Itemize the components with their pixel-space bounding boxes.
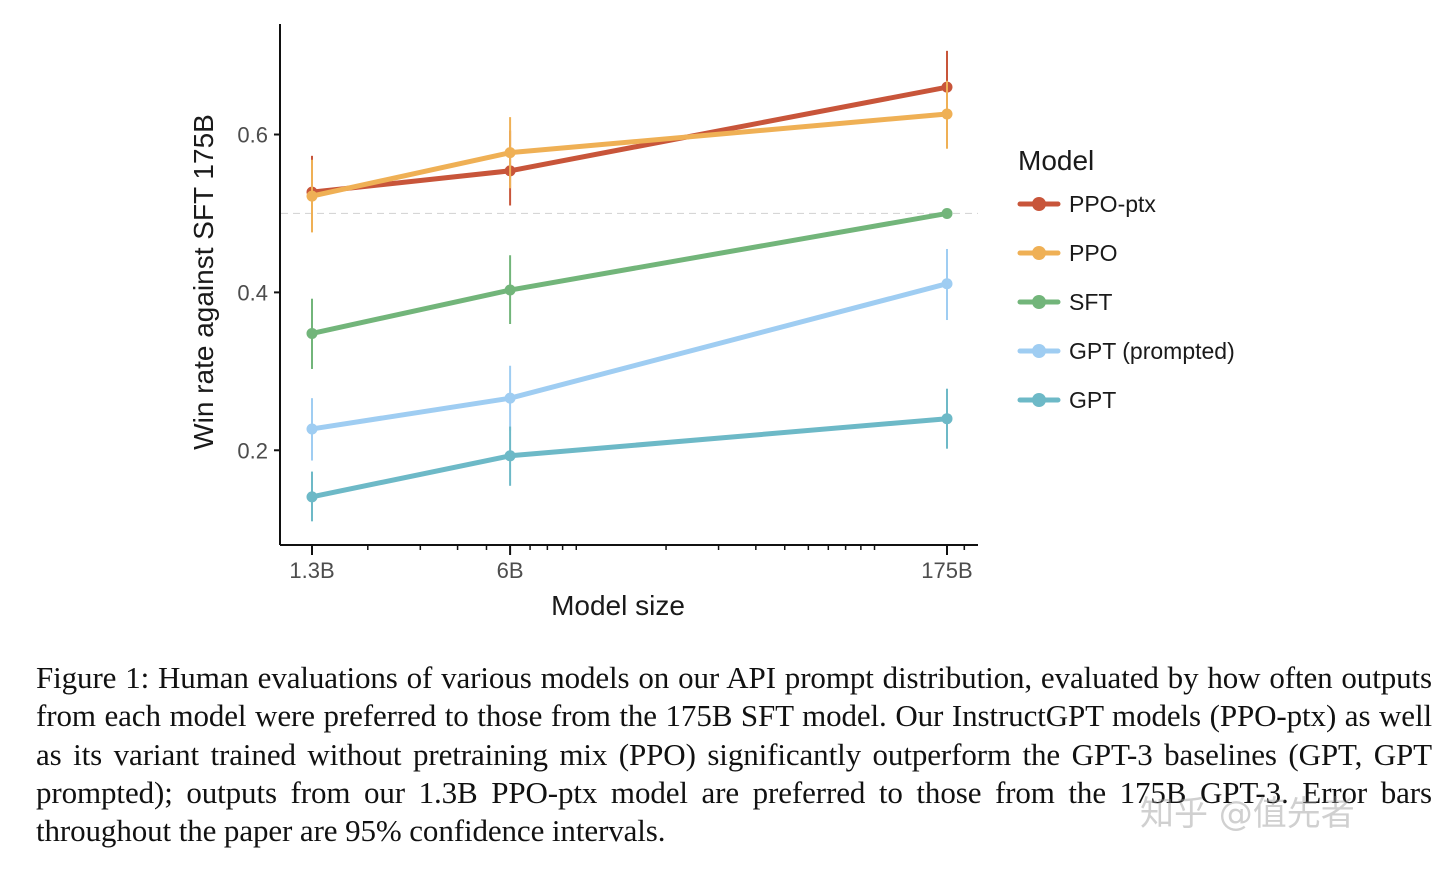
legend-swatch-point: [1032, 344, 1046, 358]
x-axis-title: Model size: [551, 590, 685, 621]
data-point: [941, 413, 953, 425]
legend-label: PPO: [1069, 240, 1118, 266]
legend-swatch-point: [1032, 197, 1046, 211]
series-line: [309, 281, 950, 432]
y-axis-title: Win rate against SFT 175B: [188, 114, 219, 450]
y-ticks: 0.2 0.4 0.6: [237, 123, 280, 463]
legend-item: GPT (prompted): [1017, 338, 1235, 364]
y-tick-label: 0.2: [237, 438, 268, 463]
y-tick-label: 0.4: [237, 280, 268, 305]
legend-item: GPT: [1017, 387, 1116, 413]
y-tick-label: 0.6: [237, 123, 268, 148]
data-point: [306, 190, 318, 202]
legend-swatch-point: [1032, 295, 1046, 309]
data-point: [504, 450, 516, 462]
series-sft: [306, 207, 953, 369]
legend-label: SFT: [1069, 289, 1112, 315]
data-point: [306, 327, 318, 339]
series-gpt: [306, 388, 953, 522]
data-point: [941, 278, 953, 290]
data-point: [941, 207, 953, 219]
axes: [279, 24, 978, 546]
series-group: [306, 50, 953, 522]
x-ticks: 1.3B 6B 175B: [289, 545, 973, 583]
data-point: [941, 108, 953, 120]
data-point: [504, 392, 516, 404]
legend-item: SFT: [1017, 289, 1112, 315]
figure-caption: Figure 1: Human evaluations of various m…: [36, 660, 1432, 849]
series-ppo: [306, 80, 953, 233]
legend-title: Model: [1018, 145, 1094, 176]
legend-label: GPT: [1069, 387, 1116, 413]
legend-swatch-point: [1032, 393, 1046, 407]
legend-item: PPO: [1017, 240, 1118, 266]
legend-swatch-point: [1032, 246, 1046, 260]
data-point: [504, 284, 516, 296]
chart: 0.2 0.4 0.6 1.3B 6B 175B Win rate against SF…: [188, 24, 1235, 621]
legend: Model PPO-ptx PPO SFT GPT (prompted) GPT: [1017, 145, 1235, 413]
legend-label: GPT (prompted): [1069, 338, 1235, 364]
x-tick-label: 1.3B: [289, 558, 334, 583]
legend-item: PPO-ptx: [1017, 191, 1156, 217]
series-gpt-prompted: [306, 248, 953, 461]
data-point: [306, 423, 318, 435]
x-tick-label: 6B: [497, 558, 524, 583]
series-line: [309, 210, 950, 336]
data-point: [504, 147, 516, 159]
x-tick-label: 175B: [921, 558, 972, 583]
series-line: [309, 416, 950, 500]
data-point: [306, 491, 318, 503]
legend-label: PPO-ptx: [1069, 191, 1156, 217]
